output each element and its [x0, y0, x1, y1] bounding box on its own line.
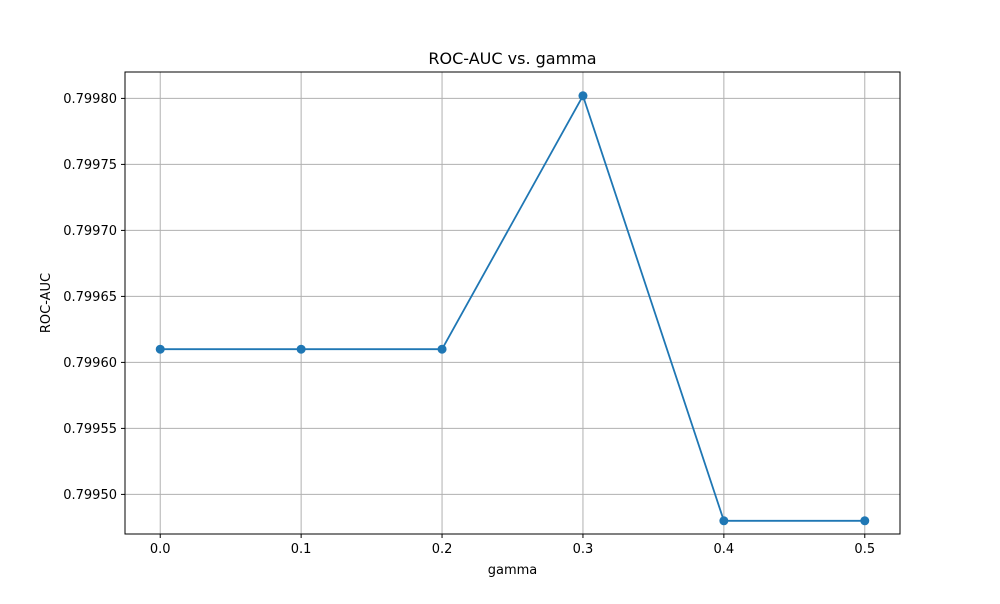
data-point [155, 344, 165, 354]
data-point [437, 344, 447, 354]
plot-frame [124, 71, 901, 535]
x-tick-label: 0.0 [150, 542, 171, 557]
data-point [860, 516, 870, 526]
y-axis: 0.79950 0.79955 0.79960 0.79965 0.79970 0.799… [63, 92, 125, 503]
y-tick-label: 0.79955 [63, 422, 117, 437]
data-point [578, 91, 588, 101]
x-tick-label: 0.1 [291, 542, 312, 557]
y-tick-label: 0.79980 [63, 92, 117, 107]
y-axis-label: ROC-AUC [39, 273, 54, 333]
x-axis: 0.0 0.1 0.2 0.3 0.4 0.5 [150, 534, 875, 557]
y-tick-label: 0.79950 [63, 488, 117, 503]
data-point [719, 516, 729, 526]
y-tick-label: 0.79965 [63, 290, 117, 305]
series-line [160, 94, 865, 522]
grid [125, 72, 900, 534]
x-tick-label: 0.3 [573, 542, 594, 557]
x-axis-label: gamma [488, 563, 538, 578]
series-layer [155, 91, 870, 526]
data-point [296, 344, 306, 354]
y-tick-label: 0.79975 [63, 158, 117, 173]
y-tick-label: 0.79970 [63, 224, 117, 239]
x-tick-label: 0.5 [854, 542, 875, 557]
chart-title: ROC-AUC vs. gamma [428, 49, 596, 68]
x-tick-label: 0.4 [714, 542, 735, 557]
y-tick-label: 0.79960 [63, 356, 117, 371]
x-tick-label: 0.2 [432, 542, 453, 557]
